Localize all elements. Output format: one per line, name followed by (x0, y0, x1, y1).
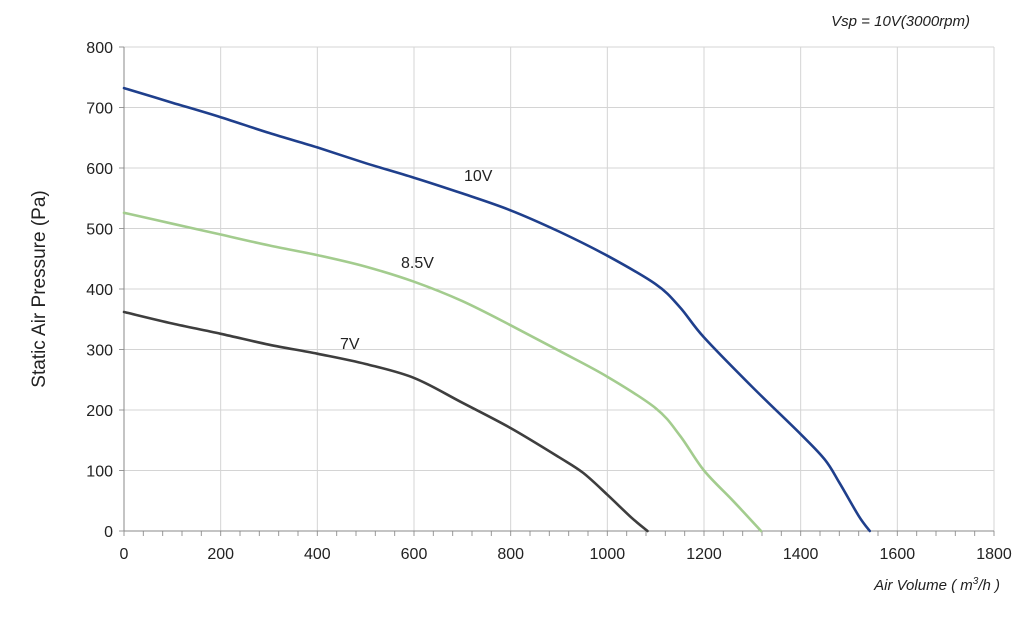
x-tick-label: 0 (120, 546, 129, 563)
series-line-8-5v (122, 211, 763, 533)
x-tick-label: 1200 (686, 546, 722, 563)
grid (124, 46, 995, 531)
series-label-7v: 7V (340, 336, 360, 353)
x-tick-label: 800 (497, 546, 524, 563)
y-tick-label: 0 (104, 524, 113, 541)
x-tick-label: 600 (401, 546, 428, 563)
y-tick-label: 700 (86, 101, 113, 118)
x-tick-label: 200 (207, 546, 234, 563)
series-line-7v (122, 310, 649, 533)
y-tick-label: 500 (86, 222, 113, 239)
y-tick-label: 800 (86, 40, 113, 57)
x-tick-labels: 0 200 400 600 800 1000 1200 1400 1600 1800 (120, 546, 1012, 563)
x-minor-ticks (119, 46, 995, 536)
series-lines (122, 86, 872, 533)
x-tick-label: 1400 (783, 546, 819, 563)
y-axis-label: Static Air Pressure (Pa) (29, 190, 50, 387)
x-tick-label: 1800 (976, 546, 1012, 563)
axes (123, 47, 994, 532)
y-tick-label: 200 (86, 403, 113, 420)
x-axis-label-main: Air Volume ( m (873, 577, 973, 594)
x-axis-label-superscript: 3 (973, 576, 979, 587)
annotation: Vsp = 10V(3000rpm) (831, 13, 970, 30)
series-line-10v (122, 86, 872, 533)
x-axis-label-unit: /h ) (977, 577, 1000, 594)
y-tick-label: 100 (86, 464, 113, 481)
y-tick-label: 400 (86, 282, 113, 299)
y-tick-labels: 0 100 200 300 400 500 600 700 800 (86, 40, 113, 541)
x-tick-label: 400 (304, 546, 331, 563)
x-tick-label: 1000 (590, 546, 626, 563)
x-tick-label: 1600 (880, 546, 916, 563)
x-axis-label: Air Volume ( m3/h ) (873, 576, 1000, 594)
series-label-10v: 10V (464, 168, 493, 185)
y-tick-label: 600 (86, 161, 113, 178)
y-tick-label: 300 (86, 343, 113, 360)
series-label-8-5v: 8.5V (401, 255, 434, 272)
